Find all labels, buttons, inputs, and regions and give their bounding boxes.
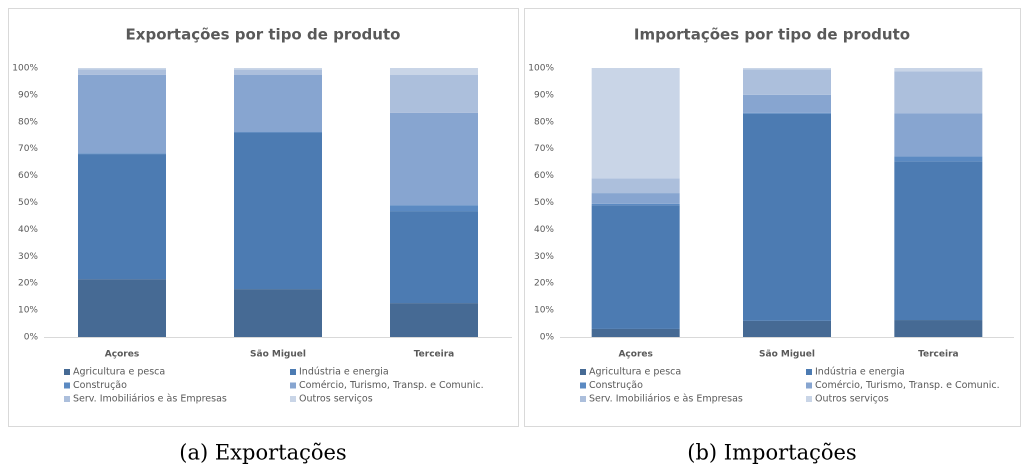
legend-label: Indústria e energia: [299, 367, 389, 378]
y-tick-label: 100%: [528, 64, 554, 74]
bar-segment: [743, 113, 831, 321]
y-tick-label: 30%: [534, 252, 554, 262]
bar-segment: [591, 178, 680, 194]
y-tick-label: 80%: [18, 117, 38, 127]
legend-swatch: [580, 382, 586, 389]
bar-segment: [78, 69, 166, 75]
bar-segment: [234, 68, 322, 70]
legend-swatch: [64, 396, 70, 402]
bar-segment: [591, 68, 680, 179]
legend-label: Agricultura e pesca: [73, 367, 165, 378]
legend-swatch: [64, 382, 70, 389]
y-tick-label: 0%: [540, 333, 555, 343]
bar-segment: [234, 289, 322, 337]
bar-segment: [390, 211, 478, 304]
y-tick-label: 70%: [534, 144, 554, 154]
bar-segment: [78, 279, 166, 337]
bar-segment: [390, 303, 478, 337]
legend-swatch: [290, 382, 296, 389]
bar-segment: [78, 74, 166, 154]
legend-swatch: [290, 396, 296, 402]
bar-segment: [390, 74, 478, 113]
bar-segment: [234, 69, 322, 75]
bar-segment: [390, 68, 478, 75]
y-tick-label: 0%: [24, 333, 39, 343]
caption: (a) Exportações: [179, 441, 346, 465]
legend-swatch: [64, 369, 70, 375]
y-tick-label: 60%: [18, 171, 38, 181]
legend-swatch: [806, 396, 812, 402]
legend-label: Serv. Imobiliários e às Empresas: [73, 394, 227, 405]
legend-label: Comércio, Turismo, Transp. e Comunic.: [299, 380, 484, 391]
y-tick-label: 10%: [18, 306, 38, 316]
bar-segment: [234, 74, 322, 133]
bar-segment: [743, 112, 831, 114]
x-tick-label: São Miguel: [250, 350, 306, 360]
caption: (b) Importações: [687, 441, 856, 465]
legend-swatch: [580, 369, 586, 375]
legend-label: Outros serviços: [299, 394, 373, 405]
y-tick-label: 80%: [534, 117, 554, 127]
y-tick-label: 70%: [18, 144, 38, 154]
y-tick-label: 20%: [18, 279, 38, 289]
chart-title: Importações por tipo de produto: [634, 26, 910, 44]
bar-segment: [234, 132, 322, 290]
bar-segment: [894, 68, 983, 72]
y-tick-label: 40%: [18, 225, 38, 235]
bar-segment: [78, 154, 166, 280]
legend-label: Serv. Imobiliários e às Empresas: [589, 394, 743, 405]
bar-segment: [78, 153, 166, 155]
bar-segment: [78, 68, 166, 70]
bar-segment: [743, 94, 831, 113]
bar-segment: [591, 193, 680, 204]
y-tick-label: 90%: [534, 90, 554, 100]
x-tick-label: São Miguel: [759, 350, 815, 360]
legend-label: Construção: [589, 380, 643, 391]
bar-segment: [591, 328, 680, 337]
bar-segment: [743, 69, 831, 95]
y-tick-label: 30%: [18, 252, 38, 262]
bar-segment: [894, 71, 983, 114]
legend-swatch: [806, 369, 812, 375]
legend-label: Comércio, Turismo, Transp. e Comunic.: [815, 380, 1000, 391]
x-tick-label: Açores: [618, 350, 652, 360]
legend-swatch: [580, 396, 586, 402]
bar-segment: [390, 112, 478, 206]
legend-swatch: [290, 369, 296, 375]
y-tick-label: 40%: [534, 225, 554, 235]
y-tick-label: 100%: [12, 64, 38, 74]
bar-segment: [591, 203, 680, 206]
bar-segment: [894, 320, 983, 337]
bar-segment: [234, 132, 322, 133]
y-tick-label: 50%: [534, 198, 554, 208]
y-tick-label: 10%: [534, 306, 554, 316]
y-tick-label: 50%: [18, 198, 38, 208]
x-tick-label: Açores: [105, 350, 139, 360]
chart-title: Exportações por tipo de produto: [126, 26, 401, 44]
bar-segment: [894, 113, 983, 157]
y-tick-label: 20%: [534, 279, 554, 289]
x-tick-label: Terceira: [414, 350, 455, 360]
bar-segment: [894, 161, 983, 321]
bar-segment: [743, 68, 831, 70]
legend-swatch: [806, 382, 812, 389]
y-tick-label: 90%: [18, 90, 38, 100]
legend-label: Construção: [73, 380, 127, 391]
legend-label: Agricultura e pesca: [589, 367, 681, 378]
legend-label: Outros serviços: [815, 394, 889, 405]
bar-segment: [894, 156, 983, 162]
y-tick-label: 60%: [534, 171, 554, 181]
legend-label: Indústria e energia: [815, 367, 905, 378]
x-tick-label: Terceira: [918, 350, 959, 360]
bar-segment: [390, 205, 478, 212]
bar-segment: [743, 320, 831, 337]
bar-segment: [591, 205, 680, 329]
